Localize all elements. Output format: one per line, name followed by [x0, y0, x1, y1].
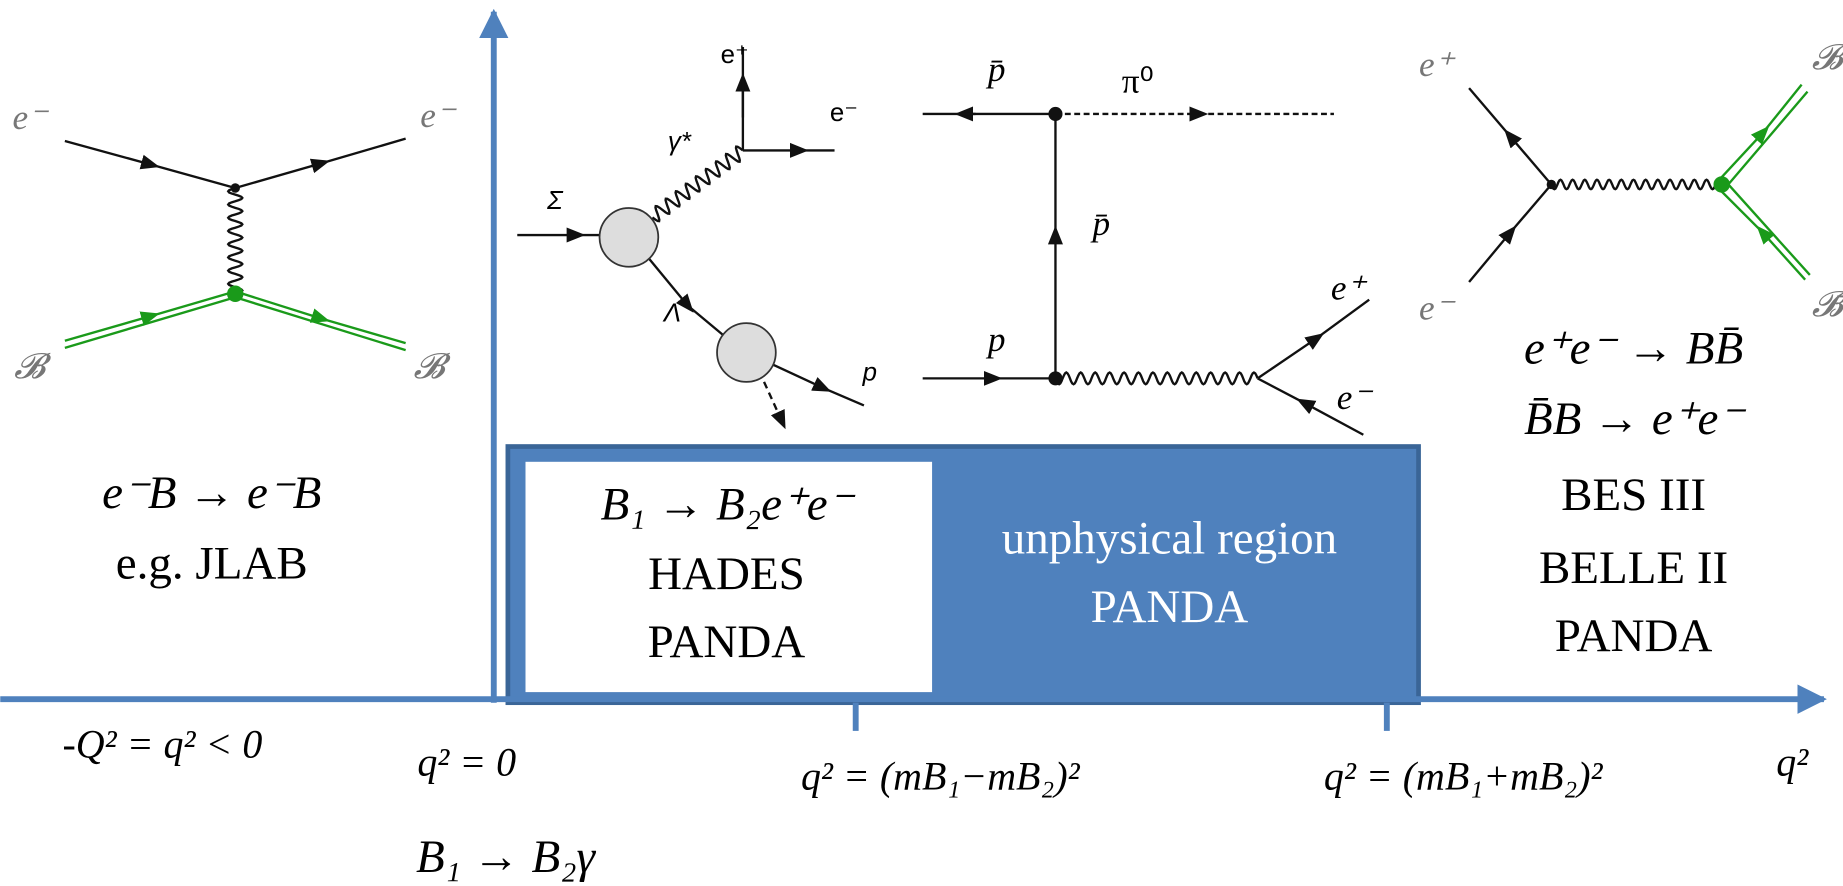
- axis-label: q² = (mB₁−mB₂)²: [801, 753, 1081, 798]
- label: e⁺: [1331, 269, 1368, 308]
- axis-label: -Q² = q² < 0: [62, 722, 262, 767]
- box-text: B₁ → B₂e⁺e⁻: [600, 479, 855, 531]
- label: e⁺: [1419, 45, 1456, 84]
- box-text: unphysical region: [1002, 513, 1337, 565]
- caption: PANDA: [1555, 610, 1713, 662]
- axis-label: q² = (mB₁+mB₂)²: [1324, 753, 1604, 798]
- timelike-diagram: [1469, 85, 1810, 282]
- label: e⁻: [830, 99, 858, 127]
- label: γ*: [668, 128, 692, 156]
- caption: e.g. JLAB: [116, 537, 308, 589]
- annihilation-diagram: [923, 107, 1370, 435]
- label: 𝓑: [14, 347, 52, 386]
- caption: B̄B → e⁺e⁻: [1524, 393, 1746, 445]
- diagram: e⁻ e⁻ 𝓑 𝓑 e⁻B → e⁻B e.g. JLAB e⁺ e⁻ γ* Σ…: [0, 0, 1843, 886]
- label: p: [985, 320, 1006, 359]
- label: π⁰: [1122, 62, 1154, 101]
- label: p̄: [985, 50, 1006, 89]
- box-text: HADES: [648, 548, 805, 600]
- spacelike-diagram: [65, 139, 406, 351]
- label: 𝓑: [414, 347, 452, 386]
- box-text: PANDA: [648, 616, 806, 668]
- label: e⁺: [721, 41, 749, 69]
- axis-label: q² = 0: [417, 739, 516, 784]
- label: e⁻: [1419, 288, 1456, 327]
- axis-label: B₁ → B₂γ: [416, 831, 597, 883]
- page: e⁻ e⁻ 𝓑 𝓑 e⁻B → e⁻B e.g. JLAB e⁺ e⁻ γ* Σ…: [0, 0, 1843, 886]
- label: p: [862, 358, 877, 386]
- label: e⁻: [1337, 378, 1374, 417]
- label: 𝓑: [1812, 38, 1843, 77]
- caption: BELLE II: [1539, 542, 1728, 594]
- dalitz-diagram: [517, 47, 864, 421]
- label: e⁻: [12, 98, 49, 137]
- label: p̄: [1089, 204, 1110, 243]
- caption: e⁺e⁻ → BB̄: [1524, 322, 1743, 374]
- label: Λ: [662, 300, 681, 328]
- label: Σ: [546, 187, 564, 215]
- axis-title: q²: [1776, 739, 1809, 784]
- box-text: PANDA: [1091, 581, 1249, 633]
- caption: e⁻B → e⁻B: [102, 467, 321, 519]
- label: e⁻: [420, 96, 457, 135]
- caption: BES III: [1561, 469, 1706, 521]
- label: 𝓑̄: [1812, 285, 1843, 324]
